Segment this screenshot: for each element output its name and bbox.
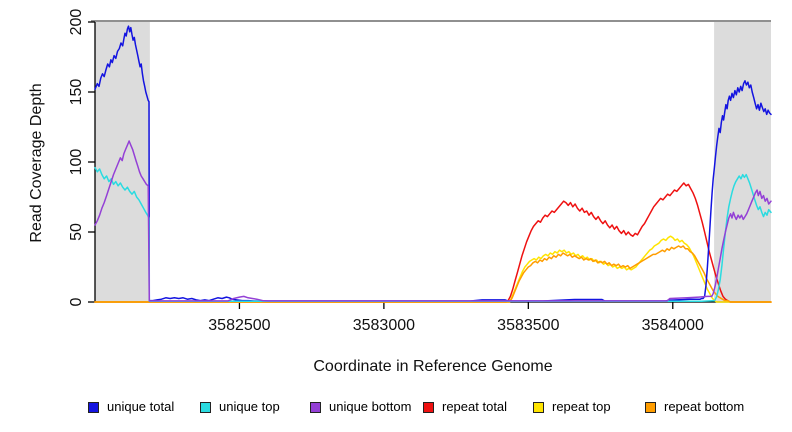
x-axis-title: Coordinate in Reference Genome: [313, 358, 553, 375]
legend-item-repeat-bottom: repeat bottom: [645, 398, 744, 416]
y-tick-label: 100: [68, 149, 85, 176]
y-tick-label: 150: [68, 79, 85, 106]
legend-label: unique top: [219, 399, 280, 414]
series-repeat-top: [94, 235, 772, 303]
legend-item-unique-total: unique total: [88, 398, 174, 416]
repeat-bottom-swatch-icon: [645, 401, 656, 413]
legend-label: repeat top: [552, 399, 611, 414]
series-repeat-bottom: [94, 245, 772, 303]
x-tick-label: 3582500: [208, 317, 270, 334]
x-tick-label: 3584000: [642, 317, 704, 334]
legend-label: unique total: [107, 399, 175, 414]
legend-label: unique bottom: [329, 399, 412, 414]
unique-top-swatch-icon: [200, 401, 211, 413]
series-repeat-total: [94, 182, 772, 303]
legend-item-repeat-top: repeat top: [533, 398, 611, 416]
x-tick-label: 3583500: [497, 317, 559, 334]
series-unique-total: [94, 25, 772, 302]
y-axis-title: Read Coverage Depth: [28, 83, 45, 243]
y-tick-label: 50: [68, 223, 85, 241]
legend-item-repeat-total: repeat total: [423, 398, 507, 416]
repeat-top-swatch-icon: [533, 401, 544, 413]
y-tick-label: 200: [68, 9, 85, 36]
legend-item-unique-top: unique top: [200, 398, 280, 416]
legend-item-unique-bottom: unique bottom: [310, 398, 411, 416]
legend-label: repeat total: [442, 399, 508, 414]
shaded-region-0: [95, 22, 150, 302]
x-tick-label: 3583000: [353, 317, 415, 334]
legend: unique total unique top unique bottom re…: [0, 398, 792, 418]
unique-bottom-swatch-icon: [310, 401, 321, 413]
series-unique-top: [94, 166, 772, 303]
unique-total-swatch-icon: [88, 401, 99, 413]
legend-label: repeat bottom: [664, 399, 745, 414]
series-unique-bottom: [94, 140, 772, 302]
y-tick-label: 0: [68, 297, 85, 306]
repeat-total-swatch-icon: [423, 401, 434, 413]
